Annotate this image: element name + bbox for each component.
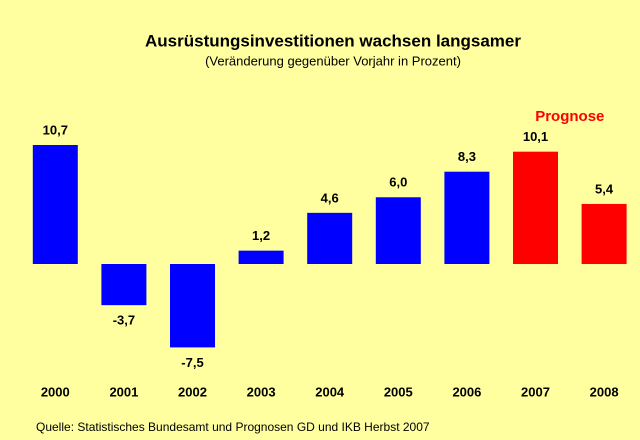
x-tick-label: 2002 <box>178 384 207 399</box>
bar <box>375 197 421 264</box>
value-label: -7,5 <box>181 355 203 370</box>
bar <box>238 250 284 264</box>
x-tick-label: 2003 <box>247 384 276 399</box>
value-label: 8,3 <box>458 149 476 164</box>
chart-title: Ausrüstungsinvestitionen wachsen langsam… <box>145 31 521 50</box>
x-tick-label: 2000 <box>41 384 70 399</box>
x-tick-label: 2007 <box>521 384 550 399</box>
bar <box>32 145 78 264</box>
source-note: Quelle: Statistisches Bundesamt und Prog… <box>36 420 430 434</box>
bar <box>170 264 215 348</box>
annotation: Prognose <box>535 108 604 125</box>
bar <box>513 151 558 264</box>
bar <box>307 212 353 264</box>
x-tick-label: 2008 <box>590 384 619 399</box>
chart-subtitle: (Veränderung gegenüber Vorjahr in Prozen… <box>205 53 461 68</box>
value-label: 6,0 <box>389 175 407 190</box>
value-label: 10,7 <box>43 122 68 137</box>
value-label: -3,7 <box>113 313 135 328</box>
x-tick-label: 2006 <box>452 384 481 399</box>
x-tick-label: 2001 <box>109 384 138 399</box>
bar <box>444 171 490 264</box>
x-tick-label: 2005 <box>384 384 413 399</box>
value-label: 10,1 <box>523 129 548 144</box>
bar <box>581 203 627 264</box>
bar <box>101 264 147 306</box>
value-label: 5,4 <box>595 181 614 196</box>
value-label: 1,2 <box>252 228 270 243</box>
value-label: 4,6 <box>321 190 339 205</box>
x-tick-label: 2004 <box>315 384 345 399</box>
